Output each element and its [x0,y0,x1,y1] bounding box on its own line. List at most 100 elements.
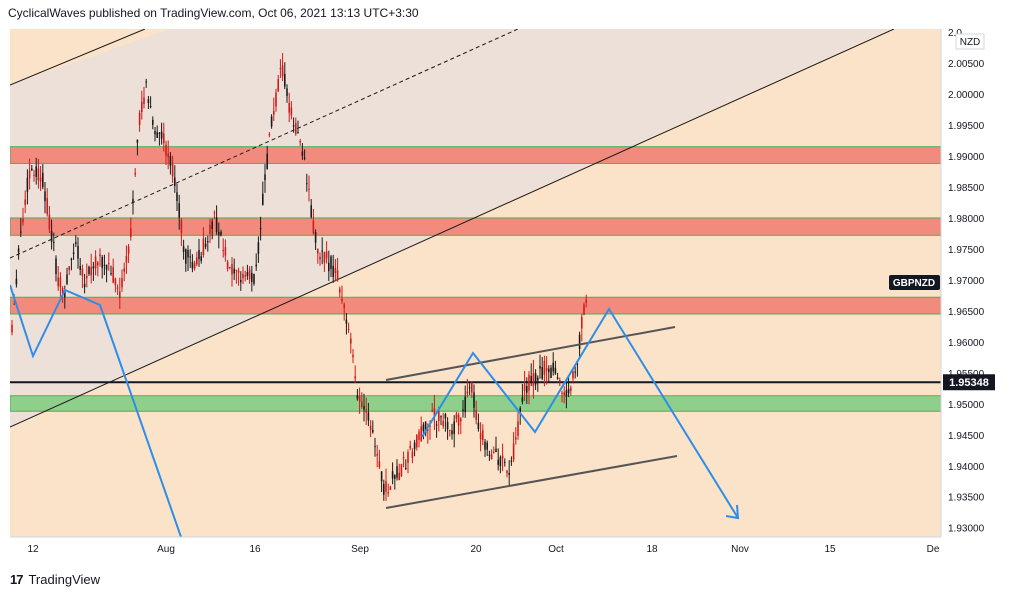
candle-body [376,453,378,456]
currency-badge: NZD [955,33,985,50]
candle-body [244,275,246,277]
candle-body [398,472,400,481]
candle-body [466,391,469,394]
candle-body [479,432,482,440]
candle-body [90,267,92,276]
candle-body [515,437,517,440]
candle-body [383,483,385,495]
candle-body [79,265,81,270]
candle-body [286,88,288,97]
wave-projection-left [10,284,182,537]
candle-body [301,151,304,156]
candle-body [257,242,260,254]
candle-body [88,266,90,275]
candle-body [482,430,484,441]
candle-body [528,374,530,391]
candle-body [176,192,178,201]
candle-body [222,250,224,252]
candle-body [268,134,271,136]
candle-body [196,257,198,265]
candle-body [112,267,114,283]
tradingview-logo-icon: 17 [10,572,24,587]
time-tick-label: De [927,544,940,555]
candle-body [92,266,95,269]
candle-body [462,409,464,412]
candle-body [55,258,57,275]
time-tick-label: Sep [351,544,369,555]
candle-body [185,249,187,264]
price-axis[interactable]: 2.00500 2.00000 1.99500 1.99000 1.98500 1.980… [948,28,985,535]
candle-body [308,188,310,190]
candle-body [497,459,499,465]
candle-body [345,319,348,324]
candle-body [354,376,356,379]
price-tick-label: 1.95000 [948,400,985,411]
candle-body [156,132,158,138]
candle-body [218,231,220,236]
candle-body [193,263,196,269]
candle-body [565,390,568,397]
candle-body [570,387,572,391]
candle-body [416,434,418,448]
price-tick-label: 1.97500 [948,245,985,256]
candle-body [145,81,147,83]
candle-body [561,392,563,394]
candle-body [545,368,548,371]
brand-label: TradingView [28,572,101,587]
candle-body [248,269,251,280]
candle-body [273,110,275,115]
candle-body [169,156,172,166]
candle-body [559,380,561,382]
candle-body [277,79,279,92]
candle-body [165,144,167,156]
candle-body [17,248,20,253]
candle-body [475,410,477,420]
candle-body [200,256,202,261]
current-price-badge: 1.95348 [943,374,995,391]
candle-body [101,257,103,268]
candle-body [471,382,473,393]
candle-body [105,264,108,270]
candle-body [495,448,497,453]
candle-body [202,238,205,256]
candle-body [114,278,117,286]
candle-body [138,112,141,126]
currency-label: NZD [960,37,981,48]
candle-body [339,288,341,293]
candle-body [504,461,506,463]
candle-body [86,276,88,279]
candle-body [358,396,361,402]
candle-body [490,454,493,460]
candle-body [422,424,425,431]
symbol-label: GBPNZD [893,278,935,289]
candle-body [319,256,321,260]
candle-body [585,299,587,303]
candle-body [215,217,218,232]
candle-body [552,362,554,372]
candle-body [541,367,543,379]
candle-body [187,250,189,258]
candle-body [37,168,40,181]
time-tick-label: 20 [470,544,482,555]
time-axis[interactable]: 12 Aug 16 Sep 20 Oct 18 Nov 15 De [27,544,939,555]
resistance-zone-2 [10,217,941,236]
candle-body [15,278,18,285]
candle-body [48,214,51,230]
tradingview-footer[interactable]: 17 TradingView [10,572,100,587]
candle-body [253,273,255,284]
candle-body [519,408,521,414]
price-tick-label: 1.93000 [948,524,985,535]
candle-body [444,414,447,419]
candle-body [356,395,359,399]
candle-body [372,429,374,433]
time-tick-label: 16 [249,544,261,555]
candle-body [510,460,513,462]
candle-body [136,139,139,143]
candle-body [119,291,121,299]
candle-body [251,272,253,283]
support-zone [10,395,941,412]
price-chart[interactable]: 2.00500 2.00000 1.99500 1.99000 1.98500 1.980… [0,0,1009,560]
candle-body [66,274,68,284]
price-tick-label-top: 2.0 [948,28,962,39]
candle-body [418,431,420,440]
